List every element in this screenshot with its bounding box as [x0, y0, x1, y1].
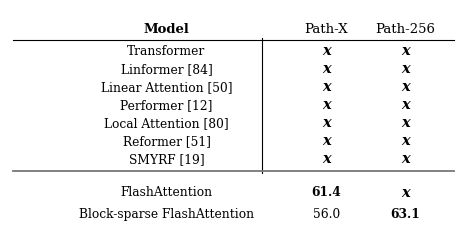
Text: 56.0: 56.0: [313, 208, 340, 221]
Text: x: x: [322, 135, 331, 148]
Text: x: x: [401, 116, 410, 130]
Text: 61.4: 61.4: [312, 186, 341, 199]
Text: x: x: [401, 185, 410, 200]
Text: x: x: [401, 62, 410, 76]
Text: Path-256: Path-256: [375, 23, 435, 36]
Text: Transformer: Transformer: [127, 45, 206, 58]
Text: x: x: [322, 45, 331, 59]
Text: 63.1: 63.1: [390, 208, 420, 221]
Text: Model: Model: [143, 23, 189, 36]
Text: x: x: [401, 80, 410, 95]
Text: x: x: [401, 98, 410, 112]
Text: x: x: [322, 80, 331, 95]
Text: Linear Attention [50]: Linear Attention [50]: [101, 81, 232, 94]
Text: x: x: [401, 45, 410, 59]
Text: Local Attention [80]: Local Attention [80]: [104, 117, 229, 130]
Text: FlashAttention: FlashAttention: [120, 186, 212, 199]
Text: Path-X: Path-X: [304, 23, 348, 36]
Text: x: x: [401, 135, 410, 148]
Text: Reformer [51]: Reformer [51]: [123, 135, 211, 148]
Text: x: x: [322, 62, 331, 76]
Text: x: x: [322, 98, 331, 112]
Text: x: x: [322, 152, 331, 166]
Text: Block-sparse FlashAttention: Block-sparse FlashAttention: [79, 208, 254, 221]
Text: SMYRF [19]: SMYRF [19]: [129, 153, 204, 166]
Text: x: x: [401, 152, 410, 166]
Text: x: x: [322, 116, 331, 130]
Text: Performer [12]: Performer [12]: [120, 99, 213, 112]
Text: Linformer [84]: Linformer [84]: [120, 63, 212, 76]
